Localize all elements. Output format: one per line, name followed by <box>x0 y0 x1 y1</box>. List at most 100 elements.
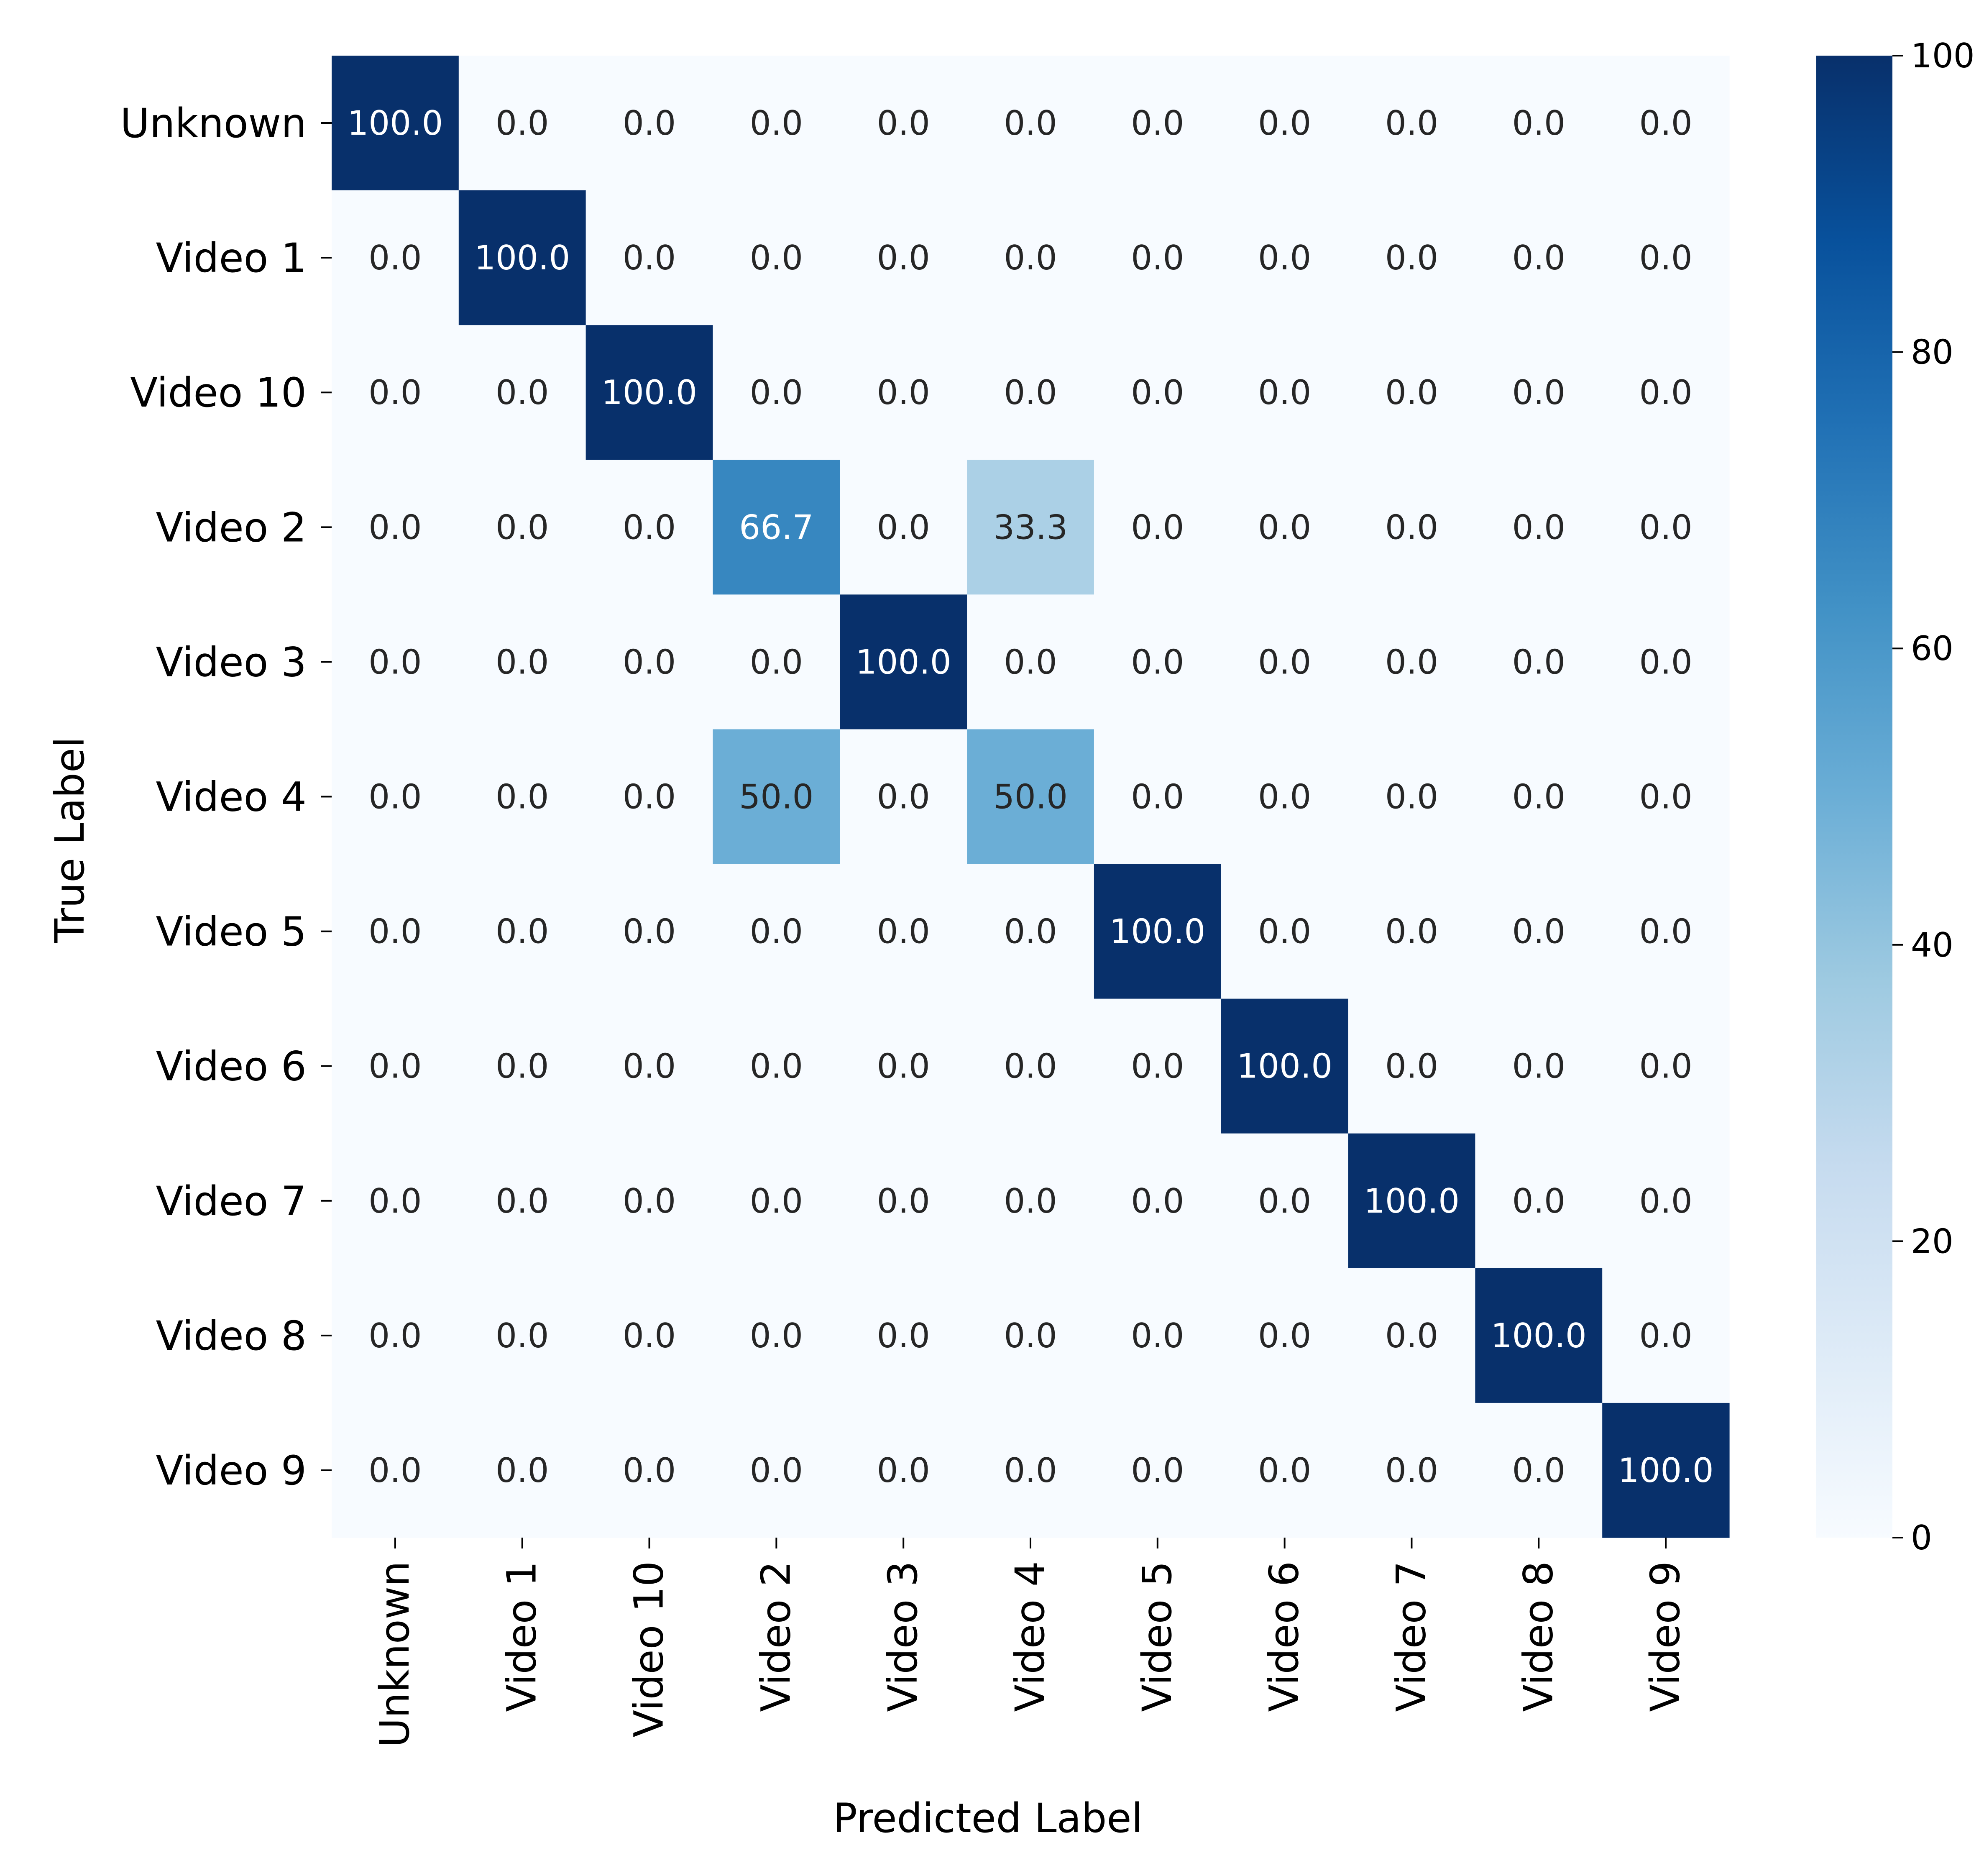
heatmap-cell <box>1602 1268 1730 1403</box>
heatmap-cell <box>1602 729 1730 865</box>
colorbar-tick-label: 40 <box>1911 926 1953 965</box>
cell-value-label: 0.0 <box>750 912 803 951</box>
heatmap-cell <box>332 1268 459 1403</box>
cell-value-label: 0.0 <box>623 1047 676 1086</box>
cell-value-label: 100.0 <box>1364 1182 1460 1221</box>
heatmap-cell <box>332 325 459 460</box>
heatmap-cell <box>585 998 713 1134</box>
cell-value-label: 0.0 <box>1258 1451 1311 1490</box>
heatmap-cell <box>585 325 713 460</box>
heatmap-cells <box>332 56 1730 1538</box>
cell-value-label: 33.3 <box>993 508 1068 547</box>
heatmap-cell <box>1475 190 1603 325</box>
cell-value-label: 0.0 <box>623 778 676 816</box>
heatmap-cell <box>1221 864 1349 999</box>
heatmap-cell <box>1221 1403 1349 1538</box>
cell-value-label: 0.0 <box>1131 238 1184 277</box>
cell-value-label: 0.0 <box>496 508 549 547</box>
heatmap-cell <box>1348 325 1475 460</box>
y-axis: Unknown Video 1 Video 10 Video 2 Video 3 Vide… <box>120 100 332 1494</box>
heatmap-cell <box>1221 325 1349 460</box>
heatmap-cell <box>713 1133 840 1269</box>
cell-value-label: 0.0 <box>1258 373 1311 412</box>
y-tick-label: Video 7 <box>156 1178 307 1225</box>
heatmap-cell <box>1094 56 1222 191</box>
heatmap-cell <box>1602 864 1730 999</box>
heatmap-cell <box>585 1403 713 1538</box>
heatmap-cell <box>967 1133 1094 1269</box>
heatmap-cell <box>840 325 967 460</box>
cell-value-label: 0.0 <box>1004 1451 1057 1490</box>
cell-value-label: 0.0 <box>1639 912 1692 951</box>
cell-value-label: 100.0 <box>1110 912 1205 951</box>
cell-value-label: 0.0 <box>623 1182 676 1221</box>
heatmap-cell <box>332 56 459 191</box>
heatmap-cell <box>458 864 586 999</box>
heatmap-cell <box>1475 1403 1603 1538</box>
cell-value-label: 0.0 <box>1385 373 1438 412</box>
heatmap-cell <box>1602 594 1730 730</box>
x-tick-label: Video 7 <box>1388 1561 1434 1712</box>
cell-value-label: 0.0 <box>1258 912 1311 951</box>
cell-value-label: 0.0 <box>1639 508 1692 547</box>
cell-value-label: 0.0 <box>496 778 549 816</box>
y-tick-label: Video 6 <box>156 1043 307 1090</box>
heatmap-cell <box>967 594 1094 730</box>
cell-value-label: 0.0 <box>1639 642 1692 681</box>
heatmap-cell <box>967 864 1094 999</box>
cell-value-label: 0.0 <box>496 104 549 143</box>
cell-value-label: 0.0 <box>623 1451 676 1490</box>
cell-value-label: 0.0 <box>1004 1047 1057 1086</box>
heatmap-cell <box>840 460 967 595</box>
y-tick-label: Video 9 <box>156 1447 307 1494</box>
cell-value-label: 0.0 <box>496 912 549 951</box>
heatmap-cell <box>1221 460 1349 595</box>
heatmap-cell <box>967 460 1094 595</box>
heatmap-cell <box>967 325 1094 460</box>
heatmap-cell <box>458 460 586 595</box>
heatmap-cell <box>458 1268 586 1403</box>
x-axis: Unknown Video 1 Video 10 Video 2 Video 3 Vide… <box>371 1538 1689 1748</box>
heatmap-cell <box>1094 1403 1222 1538</box>
y-tick-label: Video 4 <box>156 774 307 821</box>
x-tick-label: Video 6 <box>1261 1561 1308 1712</box>
cell-value-label: 0.0 <box>750 1047 803 1086</box>
heatmap-cell <box>1475 998 1603 1134</box>
heatmap-cell <box>967 56 1094 191</box>
heatmap-cell <box>1094 864 1222 999</box>
heatmap-cell <box>1348 1403 1475 1538</box>
cell-value-label: 0.0 <box>496 1182 549 1221</box>
heatmap-cell <box>713 325 840 460</box>
cell-value-label: 0.0 <box>1639 238 1692 277</box>
cell-value-label: 0.0 <box>1512 1047 1565 1086</box>
heatmap-cell <box>1094 1133 1222 1269</box>
heatmap-cell <box>1602 998 1730 1134</box>
colorbar-tick-label: 60 <box>1911 629 1953 668</box>
cell-value-label: 0.0 <box>877 1316 930 1355</box>
heatmap-cell <box>1221 998 1349 1134</box>
cell-value-label: 0.0 <box>1131 1451 1184 1490</box>
heatmap-cell <box>585 1133 713 1269</box>
y-tick-label: Video 3 <box>156 639 307 686</box>
y-tick-label: Video 10 <box>130 369 307 416</box>
heatmap-cell <box>1221 1268 1349 1403</box>
heatmap-cell <box>1094 460 1222 595</box>
cell-value-label: 0.0 <box>1512 508 1565 547</box>
cell-value-label: 0.0 <box>1639 373 1692 412</box>
cell-value-label: 0.0 <box>368 508 422 547</box>
cell-value-label: 0.0 <box>1004 238 1057 277</box>
cell-value-label: 0.0 <box>877 778 930 816</box>
heatmap-cell <box>967 729 1094 865</box>
heatmap-cell <box>1475 325 1603 460</box>
cell-value-label: 0.0 <box>496 373 549 412</box>
heatmap-cell <box>1602 1133 1730 1269</box>
cell-value-label: 0.0 <box>1131 508 1184 547</box>
cell-value-label: 0.0 <box>877 1451 930 1490</box>
cell-value-label: 0.0 <box>623 912 676 951</box>
heatmap-cell <box>458 1403 586 1538</box>
cell-value-label: 0.0 <box>1258 238 1311 277</box>
cell-value-label: 0.0 <box>877 104 930 143</box>
cell-value-label: 0.0 <box>1258 642 1311 681</box>
cell-value-label: 0.0 <box>1639 104 1692 143</box>
cell-value-label: 100.0 <box>347 104 443 143</box>
